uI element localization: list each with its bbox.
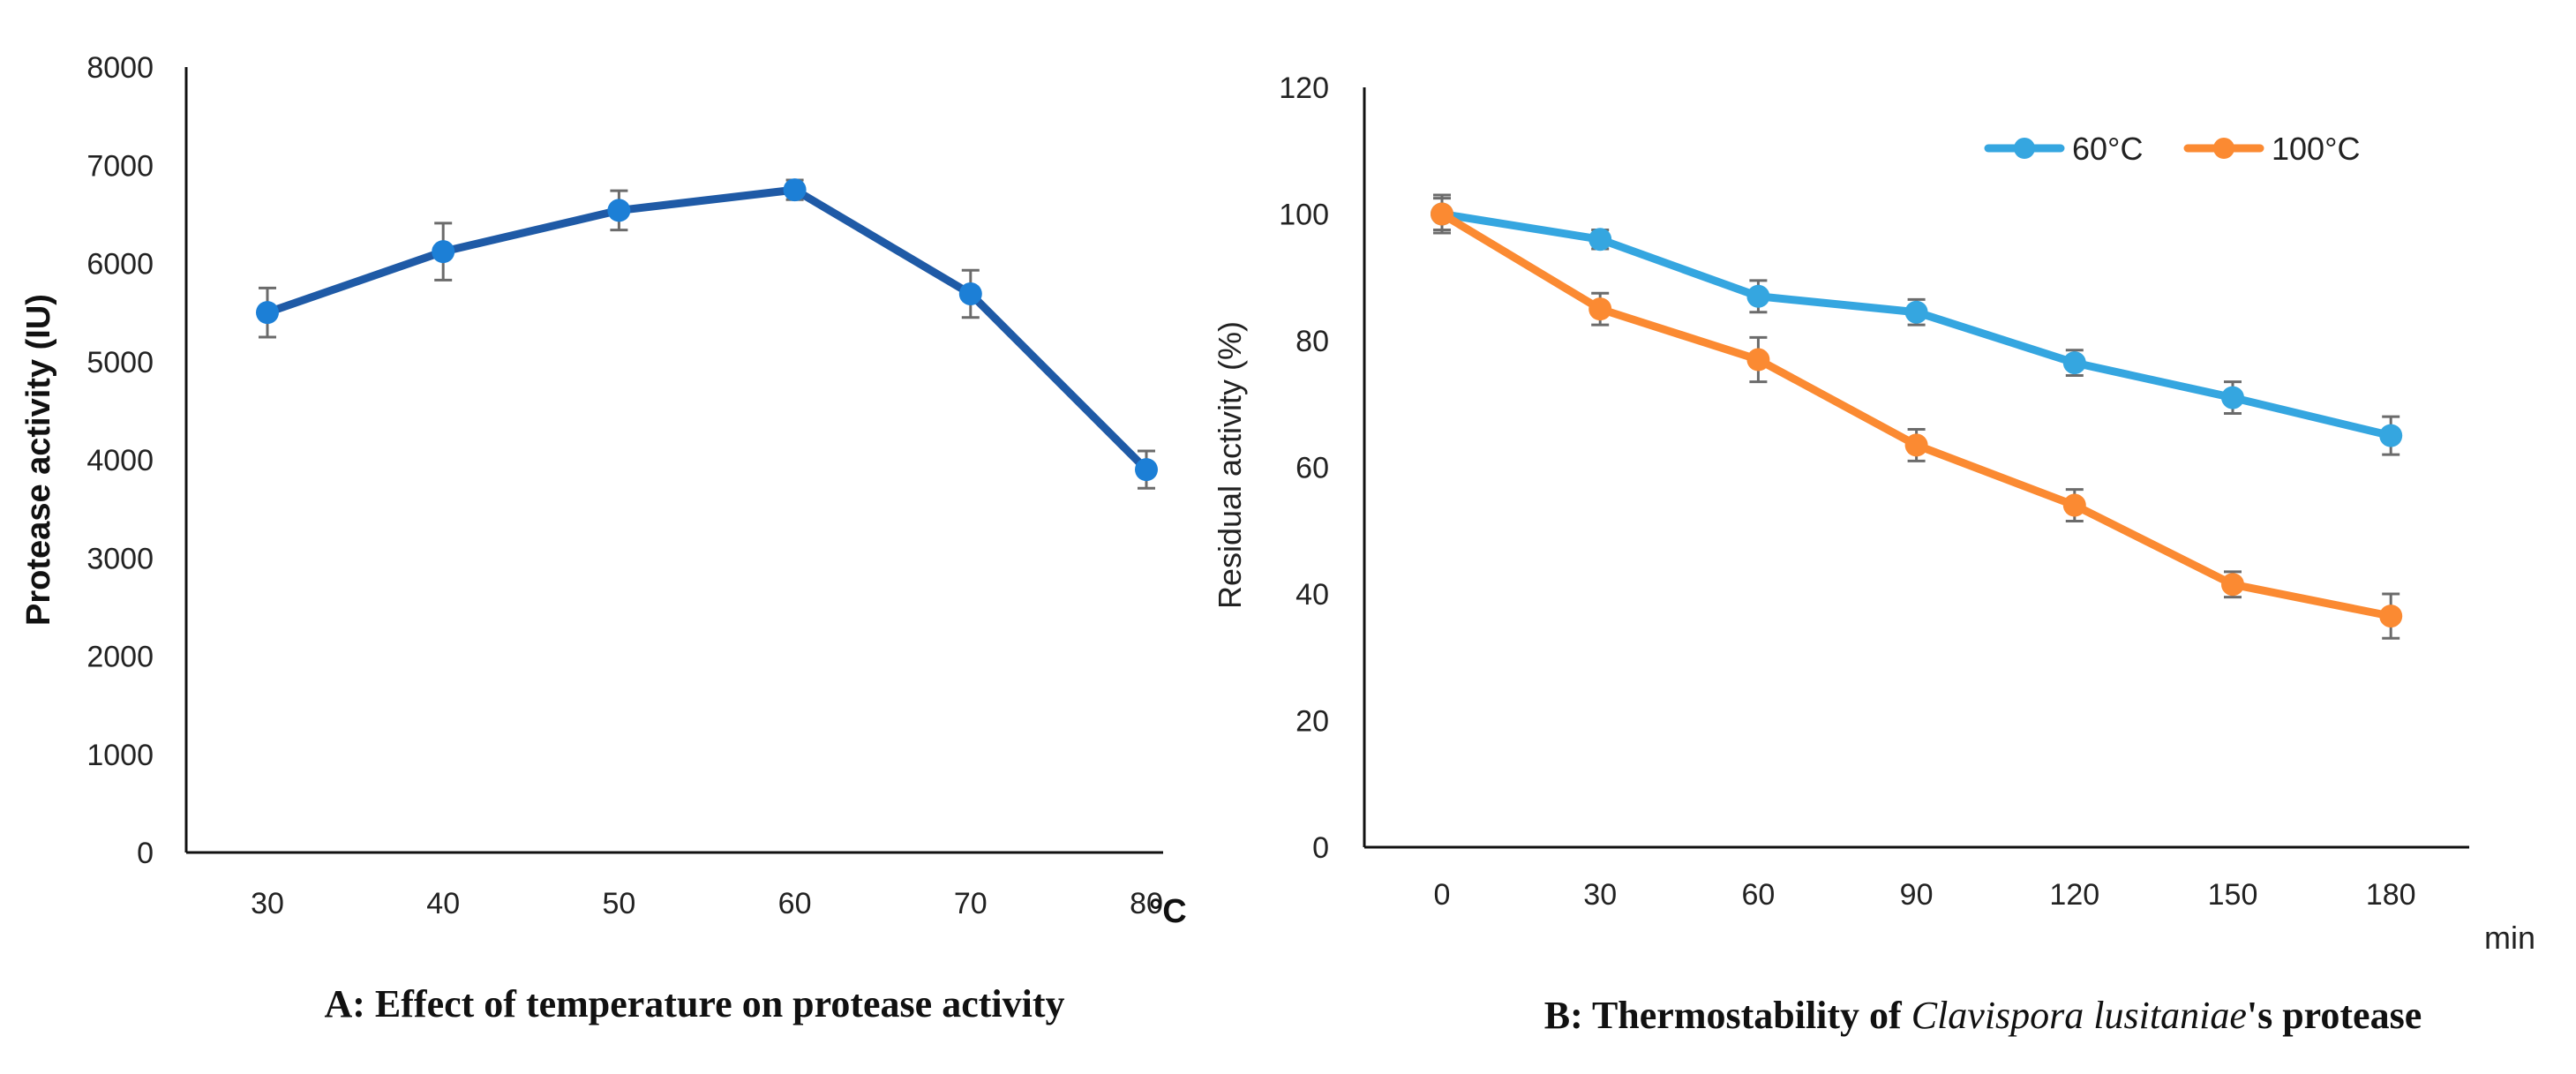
y-tick-label: 120 [1279, 71, 1329, 105]
data-point-100-c [1904, 433, 1928, 457]
chart-a-plot [256, 178, 1158, 490]
data-point-60-c [2221, 386, 2244, 409]
x-tick-label: 50 [602, 887, 635, 920]
chart-b-caption-species: Clavispora lusitaniae [1911, 994, 2247, 1037]
y-tick-label: 100 [1279, 199, 1329, 232]
data-point-protease-activity [256, 301, 279, 325]
y-tick-label: 80 [1296, 325, 1329, 358]
data-point-protease-activity [432, 240, 455, 264]
x-tick-label: 0 [1434, 878, 1451, 912]
data-point-60-c [1746, 284, 1770, 308]
y-tick-label: 60 [1296, 452, 1329, 485]
data-point-60-c [1904, 300, 1928, 324]
x-tick-label: 60 [778, 887, 812, 920]
x-tick-label: 90 [1900, 878, 1934, 912]
data-point-60-c [2062, 351, 2086, 375]
chart-a-y-ticks: 0 1000 2000 3000 4000 5000 6000 7000 8000 [86, 51, 154, 870]
data-point-100-c [1746, 348, 1770, 372]
y-tick-label: 1000 [86, 739, 154, 772]
legend-label-100c: 100°C [2272, 131, 2360, 167]
y-tick-label: 40 [1296, 578, 1329, 612]
chart-a-x-unit: °C [1149, 893, 1187, 930]
y-tick-label: 7000 [86, 149, 154, 183]
data-point-protease-activity [958, 282, 982, 305]
chart-a-y-title: Protease activity (IU) [20, 294, 57, 626]
x-tick-label: 40 [426, 887, 460, 920]
y-tick-label: 0 [1312, 831, 1329, 865]
legend-marker-60c [2014, 138, 2035, 159]
chart-a-x-ticks: 30 40 50 60 70 80 [251, 887, 1163, 920]
x-tick-label: 120 [2049, 878, 2099, 912]
legend-marker-100c [2213, 138, 2234, 159]
legend-label-60c: 60°C [2072, 131, 2143, 167]
data-point-60-c [1588, 228, 1612, 252]
data-point-protease-activity [607, 199, 631, 222]
chart-b-legend: 60°C 100°C [1984, 131, 2360, 167]
data-point-100-c [2221, 573, 2244, 597]
chart-b-caption-part3: 's protease [2247, 994, 2422, 1037]
x-tick-label: 70 [954, 887, 988, 920]
chart-b-caption: B: Thermostability of Clavispora lusitan… [1544, 994, 2422, 1037]
data-point-100-c [1588, 297, 1612, 321]
chart-a-caption: A: Effect of temperature on protease act… [325, 982, 1065, 1025]
y-tick-label: 4000 [86, 444, 154, 477]
chart-b-y-ticks: 0 20 40 60 80 100 120 [1279, 71, 1329, 865]
x-tick-label: 30 [1583, 878, 1617, 912]
data-point-100-c [1431, 202, 1453, 226]
data-point-protease-activity [1135, 458, 1158, 482]
x-tick-label: 30 [251, 887, 284, 920]
data-point-60-c [2379, 424, 2403, 447]
chart-a: 0 1000 2000 3000 4000 5000 6000 7000 8000 30 40 50… [20, 51, 1187, 1025]
chart-b: 0 20 40 60 80 100 120 0 30 60 90 120 150 180 Residua… [1212, 71, 2535, 1037]
series-line-100-c [1438, 210, 2395, 620]
x-tick-label: 180 [2366, 878, 2416, 912]
y-tick-label: 6000 [86, 248, 154, 282]
chart-b-x-unit: min [2484, 920, 2535, 956]
chart-b-y-title: Residual activity (%) [1212, 321, 1248, 609]
y-tick-label: 8000 [86, 51, 154, 85]
y-tick-label: 0 [137, 837, 154, 870]
x-tick-label: 80 [1130, 887, 1163, 920]
y-tick-label: 2000 [86, 641, 154, 674]
y-tick-label: 3000 [86, 542, 154, 575]
chart-b-caption-part1: B: Thermostability of [1544, 994, 1911, 1037]
y-tick-label: 20 [1296, 705, 1329, 739]
y-tick-label: 5000 [86, 346, 154, 379]
x-tick-label: 60 [1741, 878, 1775, 912]
x-tick-label: 150 [2208, 878, 2258, 912]
series-line-protease-activity [263, 185, 1151, 474]
data-point-100-c [2062, 493, 2086, 517]
chart-b-x-ticks: 0 30 60 90 120 150 180 [1434, 878, 2416, 912]
chart-b-plot [1431, 193, 2403, 640]
data-point-protease-activity [783, 178, 807, 202]
data-point-100-c [2379, 605, 2403, 628]
